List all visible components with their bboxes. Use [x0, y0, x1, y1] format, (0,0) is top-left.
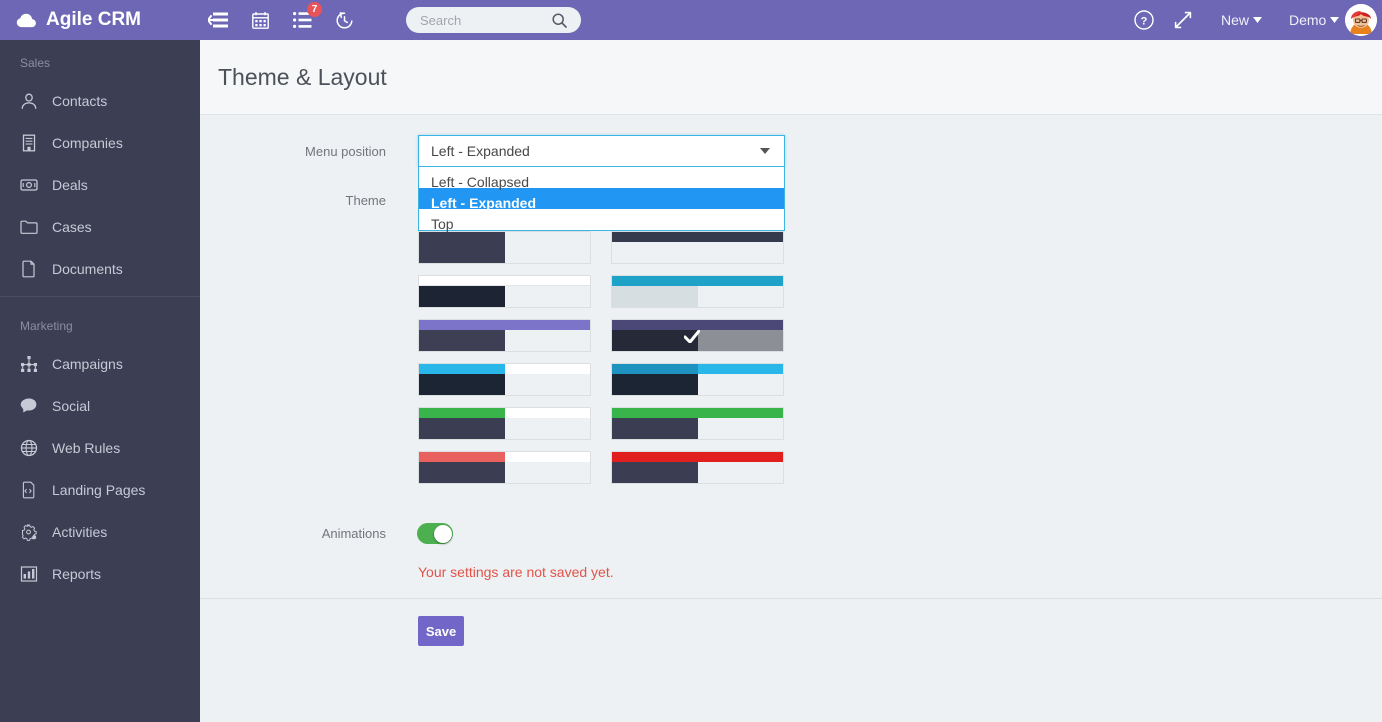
svg-text:?: ? — [1141, 16, 1148, 28]
